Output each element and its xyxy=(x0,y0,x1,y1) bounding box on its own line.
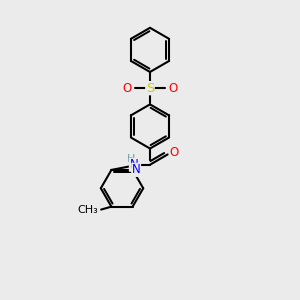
Text: O: O xyxy=(123,82,132,95)
Text: CH₃: CH₃ xyxy=(77,205,98,214)
Text: N: N xyxy=(132,164,140,176)
Text: N: N xyxy=(129,158,138,171)
Text: H: H xyxy=(127,154,135,164)
Text: O: O xyxy=(168,82,177,95)
Text: O: O xyxy=(169,146,179,159)
Text: S: S xyxy=(146,82,154,95)
